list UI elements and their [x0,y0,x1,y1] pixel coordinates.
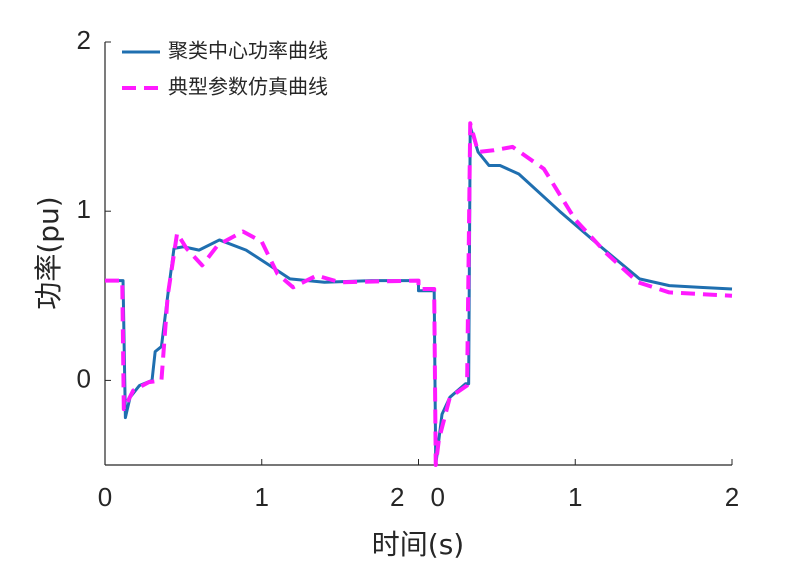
legend-label: 聚类中心功率曲线 [168,39,328,63]
series-line [105,125,733,467]
series-line [105,121,733,467]
x-tick-label: 2 [390,482,404,512]
y-tick-label: 0 [77,363,91,393]
legend-label: 典型参数仿真曲线 [168,75,328,99]
x-tick-label: 1 [568,482,582,512]
x-tick-label: 0 [431,482,445,512]
x-tick-label: 1 [255,482,269,512]
x-axis-label: 时间(s) [372,528,464,561]
x-tick-label: 0 [98,482,112,512]
y-axis-label: 功率(pu) [32,196,65,309]
x-tick-label: 2 [725,482,739,512]
y-tick-label: 2 [77,25,91,55]
y-tick-label: 1 [77,194,91,224]
